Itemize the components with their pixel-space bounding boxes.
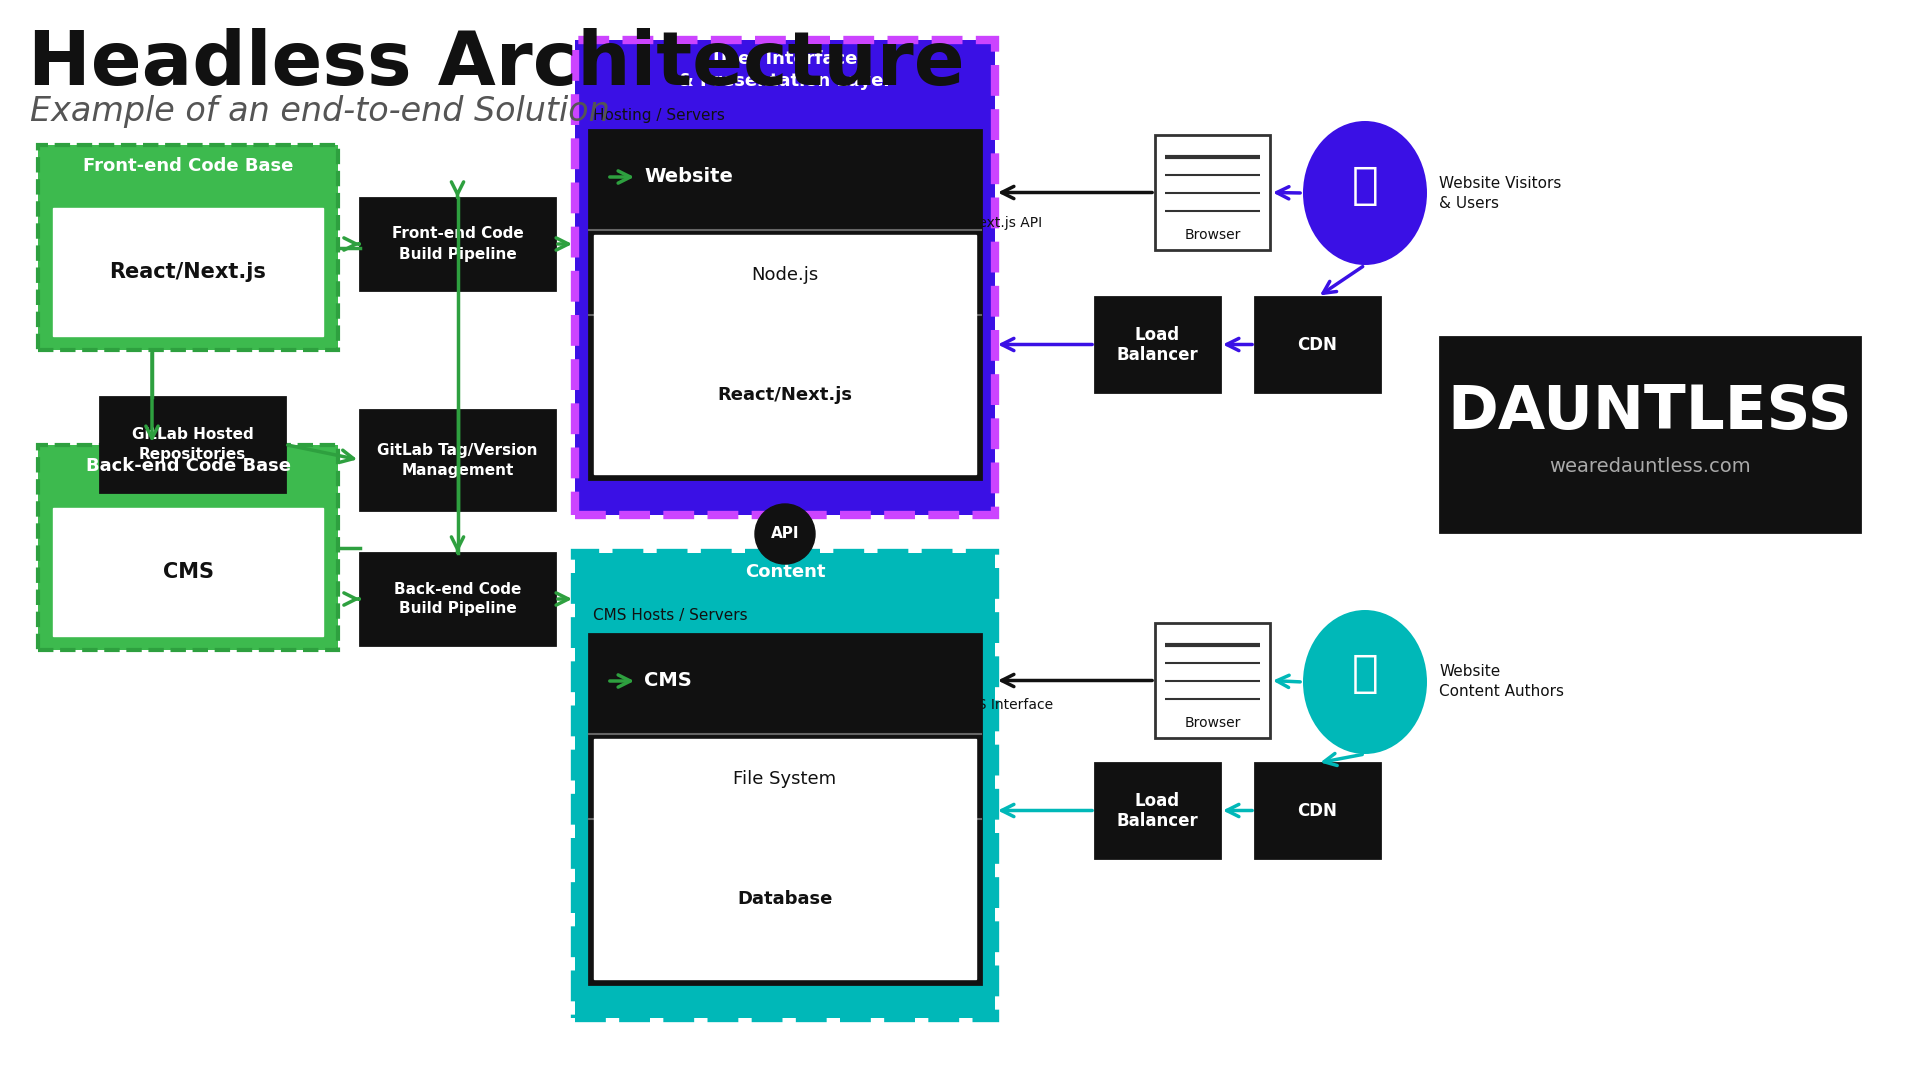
Bar [1156,623,1269,738]
Text: Content Authors: Content Authors [1438,685,1565,700]
Text: Balancer: Balancer [1117,811,1198,829]
Bar [38,145,338,350]
Bar [361,198,555,291]
Text: Example of an end-to-end Solution: Example of an end-to-end Solution [31,95,611,129]
Text: React/Next.js: React/Next.js [109,262,267,282]
Bar [1156,135,1269,249]
Text: 👥: 👥 [1352,163,1379,206]
Bar [574,553,995,1018]
Text: GitLab Tag/Version: GitLab Tag/Version [376,443,538,458]
Text: CDN: CDN [1298,801,1338,820]
Text: User Interface: User Interface [712,50,856,68]
Text: Database: Database [737,890,833,908]
Text: Back-end Code Base: Back-end Code Base [86,457,290,475]
Text: Front-end Code Base: Front-end Code Base [83,157,294,175]
Text: DAUNTLESS: DAUNTLESS [1448,383,1853,442]
Text: & Users: & Users [1438,195,1500,211]
Text: Browser: Browser [1185,228,1240,242]
Text: CMS: CMS [163,562,213,582]
Ellipse shape [1304,121,1427,265]
Bar [593,739,975,819]
Text: File System: File System [733,770,837,788]
Text: Build Pipeline: Build Pipeline [399,246,516,261]
Text: Headless Architecture: Headless Architecture [29,28,964,102]
Text: 👥: 👥 [1352,652,1379,696]
Text: CMS Hosts / Servers: CMS Hosts / Servers [593,608,747,623]
Bar [1256,762,1380,858]
Text: & Presentation Layer: & Presentation Layer [678,72,893,90]
Bar [361,553,555,645]
Text: Balancer: Balancer [1117,346,1198,364]
Text: wearedauntless.com: wearedauntless.com [1549,457,1751,476]
Text: Build Pipeline: Build Pipeline [399,602,516,617]
Text: Website: Website [1438,664,1500,679]
Bar [574,40,995,515]
Text: Content: Content [745,563,826,581]
Text: Load: Load [1135,792,1181,810]
Text: API: API [770,526,799,541]
Ellipse shape [1304,610,1427,754]
Bar [589,130,981,480]
Text: CDN: CDN [1298,336,1338,353]
Text: Website Visitors: Website Visitors [1438,175,1561,190]
Bar [593,235,975,315]
Bar [54,208,323,336]
Bar [1094,297,1219,392]
Bar [100,397,284,492]
Text: Node.js: Node.js [751,266,818,284]
Text: Repositories: Repositories [138,447,246,462]
Text: CMS Interface: CMS Interface [956,698,1054,712]
Text: Back-end Code: Back-end Code [394,581,520,596]
Bar [54,508,323,636]
Text: Browser: Browser [1185,716,1240,730]
Text: Load: Load [1135,325,1181,343]
Bar [593,819,975,978]
Text: Next.js API: Next.js API [968,216,1043,230]
Bar [589,634,981,984]
Bar [1094,762,1219,858]
Bar [1256,297,1380,392]
Bar [38,445,338,650]
Bar [361,410,555,510]
Text: Hosting / Servers: Hosting / Servers [593,108,726,123]
Text: React/Next.js: React/Next.js [718,386,852,404]
Text: Front-end Code: Front-end Code [392,227,524,242]
Text: GitLab Hosted: GitLab Hosted [132,427,253,442]
Text: Website: Website [643,167,733,186]
Text: Management: Management [401,462,515,477]
Text: CMS: CMS [643,671,691,690]
Circle shape [755,504,814,564]
Bar [1440,337,1860,532]
Bar [593,315,975,474]
